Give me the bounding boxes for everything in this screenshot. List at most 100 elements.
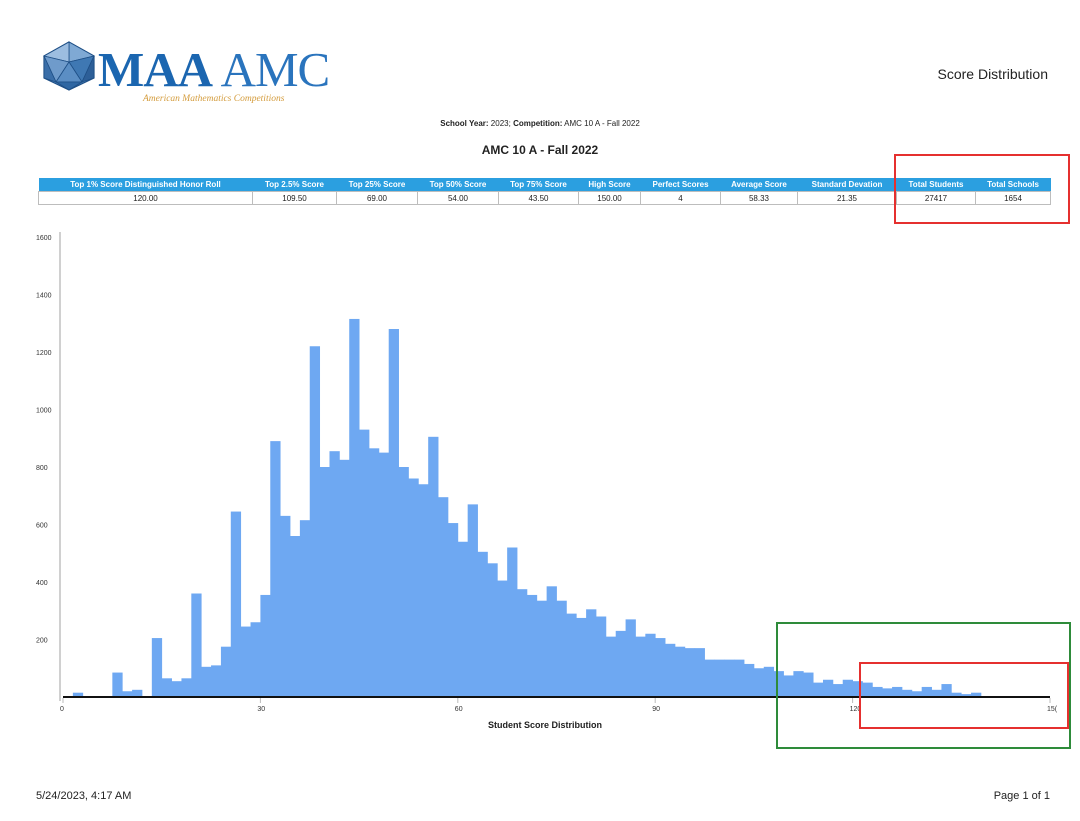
histogram-bar [714,659,725,697]
header-total-students: Total Students [896,178,976,192]
y-tick-label: 1000 [36,408,52,415]
value-top2-5-score: 109.50 [252,191,337,205]
x-tick-label: 60 [455,706,463,713]
histogram-bar [763,666,775,697]
header-perfect-scores: Perfect Scores [640,178,721,192]
histogram-bar [615,630,626,697]
histogram-bar [349,318,360,697]
histogram-bar [359,429,370,697]
histogram-bar [507,547,518,697]
histogram-bar [852,681,863,697]
value-perfect-scores: 4 [640,191,721,205]
competition-label: Competition: [513,119,563,128]
histogram-bar [497,580,508,697]
histogram-bar [803,672,814,697]
chart-axes: 200 400 600 800 1000 1200 1400 1600 0 30 60 90 120 15… [36,232,1058,713]
histogram-bar [744,663,755,697]
histogram-bar [526,594,538,697]
page-indicator: Page 1 of 1 [993,790,1050,802]
histogram-bar [635,636,646,697]
histogram-bar [734,659,745,697]
histogram-bar [181,678,192,697]
histogram-bar [773,671,784,697]
value-total-students: 27417 [896,191,976,205]
x-tick-label: 90 [652,706,660,713]
histogram-bar [931,689,942,697]
histogram-bar [467,504,478,697]
histogram-bar [72,692,84,697]
histogram-bar [536,600,548,697]
x-tick-label: 15( [1047,706,1058,713]
y-tick-label: 600 [36,523,48,530]
histogram-bar [832,684,844,697]
histogram-bar [546,586,557,697]
value-total-schools: 1654 [975,191,1051,205]
header-top50-score: Top 50% Score [417,178,499,192]
x-axis-label: Student Score Distribution [488,720,602,730]
y-tick-label: 200 [36,638,48,645]
histogram-bar [319,467,330,697]
histogram-bar [822,679,834,697]
histogram-bar [428,436,439,697]
histogram-bar [477,551,488,697]
header-standard-deviation: Standard Devation [797,178,897,192]
histogram-bar [783,675,794,697]
histogram-bar [112,672,123,697]
histogram-bar [872,686,883,697]
histogram-bar [290,536,301,697]
score-stats-table: Top 1% Score Distinguished Honor Roll To… [38,178,1051,205]
histogram-bar [339,459,350,697]
histogram-bar [191,593,202,697]
histogram-bar [309,346,321,697]
histogram-bar [842,679,853,697]
histogram-bar [517,589,528,697]
histogram-bar [694,648,705,697]
histogram-bar [161,678,172,697]
y-tick-label: 1400 [36,293,52,300]
histogram-bar [586,609,597,697]
histogram-bar [171,681,182,697]
histogram-bar [408,478,419,697]
histogram-bar [457,541,469,697]
value-top25-score: 69.00 [336,191,418,205]
histogram-bar [260,594,271,697]
logo-maa-text: MAA [98,42,213,97]
report-title: Score Distribution [937,66,1049,82]
maa-amc-logo: MAA AMC American Mathematics Competition… [40,40,330,110]
histogram-bars [72,318,982,697]
value-top50-score: 54.00 [417,191,499,205]
y-tick-label: 800 [36,465,48,472]
value-standard-deviation: 21.35 [797,191,897,205]
histogram-bar [211,665,222,697]
x-tick-label: 30 [257,706,265,713]
histogram-bar [901,689,913,697]
histogram-bar [418,484,429,697]
histogram-bar [398,467,409,697]
histogram-bar [122,691,133,697]
filter-summary: School Year: 2023; Competition: AMC 10 A… [0,119,1080,128]
histogram-bar [329,451,340,697]
x-tick-label: 120 [850,706,862,713]
value-top75-score: 43.50 [498,191,579,205]
histogram-bar [625,619,636,697]
histogram-bar [447,523,459,697]
y-tick-label: 1600 [36,235,52,242]
histogram-bar [132,689,143,697]
histogram-bar [576,617,587,697]
histogram-bar [971,692,982,697]
histogram-bar [684,648,696,697]
school-year-label: School Year: [440,119,489,128]
histogram-bar [556,600,567,697]
histogram-bar [378,452,390,697]
value-average-score: 58.33 [720,191,798,205]
histogram-bar [911,691,923,697]
competition-value: AMC 10 A - Fall 2022 [564,119,640,128]
histogram-bar [270,441,281,697]
histogram-bar [941,684,952,697]
histogram-bar [862,682,873,697]
score-distribution-chart: 200 400 600 800 1000 1200 1400 1600 0 30 60 90 120 15… [36,232,1058,730]
header-high-score: High Score [578,178,641,192]
histogram-bar [724,659,735,697]
histogram-bar [813,682,824,697]
histogram-bar [230,511,242,697]
